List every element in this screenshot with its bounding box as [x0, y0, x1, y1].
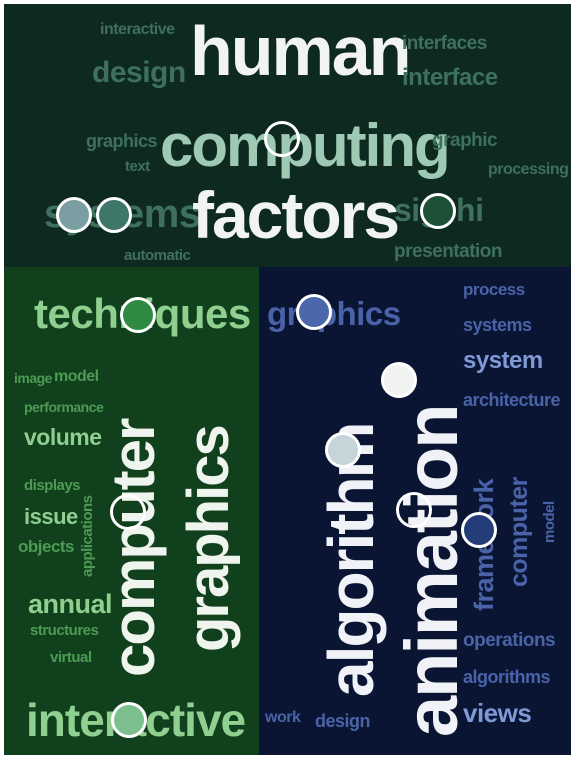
word-views: views	[463, 698, 532, 728]
word-interactive: interactive	[100, 21, 175, 38]
word-computer-right: computer	[505, 477, 533, 587]
word-human: human	[190, 12, 411, 90]
word-cloud: interactive human interfaces design inte…	[4, 4, 571, 755]
marker-computer-left[interactable]	[110, 494, 146, 530]
word-system: system	[463, 347, 543, 374]
marker-animation-mid[interactable]	[396, 492, 432, 528]
marker-framework[interactable]	[461, 512, 497, 548]
word-algorithms: algorithms	[463, 667, 551, 687]
word-model-left: model	[54, 368, 99, 385]
word-process: process	[463, 280, 525, 299]
marker-systems-a[interactable]	[56, 197, 92, 233]
word-objects: objects	[18, 537, 75, 556]
word-performance: performance	[24, 399, 104, 415]
word-automatic: automatic	[124, 247, 191, 264]
word-volume: volume	[24, 424, 102, 450]
top-cluster-panel: interactive human interfaces design inte…	[4, 4, 571, 267]
word-applications: applications	[79, 495, 96, 577]
word-factors: factors	[192, 178, 400, 252]
word-graphic: graphic	[432, 130, 498, 151]
word-virtual: virtual	[50, 649, 92, 666]
marker-graphics-right[interactable]	[296, 294, 332, 330]
right-cluster-panel: graphics process systems system architec…	[259, 267, 571, 755]
word-operations: operations	[463, 630, 556, 651]
marker-animation-top[interactable]	[381, 362, 417, 398]
word-presentation: presentation	[394, 241, 503, 262]
word-architecture: architecture	[463, 390, 561, 410]
word-systems-right: systems	[463, 315, 532, 335]
word-animation: animation	[390, 405, 473, 737]
marker-systems-b[interactable]	[96, 197, 132, 233]
marker-algorithm[interactable]	[325, 432, 361, 468]
word-processing: processing	[488, 161, 569, 178]
word-graphics-left: graphics	[176, 426, 241, 652]
word-design: design	[92, 56, 186, 89]
word-text: text	[125, 158, 150, 175]
word-structures: structures	[30, 622, 99, 639]
word-computing: computing	[160, 112, 451, 179]
word-displays: displays	[24, 477, 81, 494]
marker-sigchi[interactable]	[420, 193, 456, 229]
word-graphics-top: graphics	[86, 131, 158, 151]
word-annual: annual	[28, 589, 113, 619]
word-interfaces: interfaces	[402, 33, 487, 54]
word-interface: interface	[402, 64, 498, 91]
word-model-right: model	[541, 501, 558, 543]
word-computer-left: computer	[100, 419, 167, 677]
word-image: image	[14, 370, 52, 386]
word-design-right: design	[315, 711, 371, 731]
marker-computing[interactable]	[264, 121, 300, 157]
marker-techniques[interactable]	[120, 297, 156, 333]
word-work: work	[265, 709, 301, 726]
word-graphics-right: graphics	[267, 295, 401, 332]
word-issue: issue	[24, 504, 78, 529]
marker-interactive-left[interactable]	[111, 702, 147, 738]
